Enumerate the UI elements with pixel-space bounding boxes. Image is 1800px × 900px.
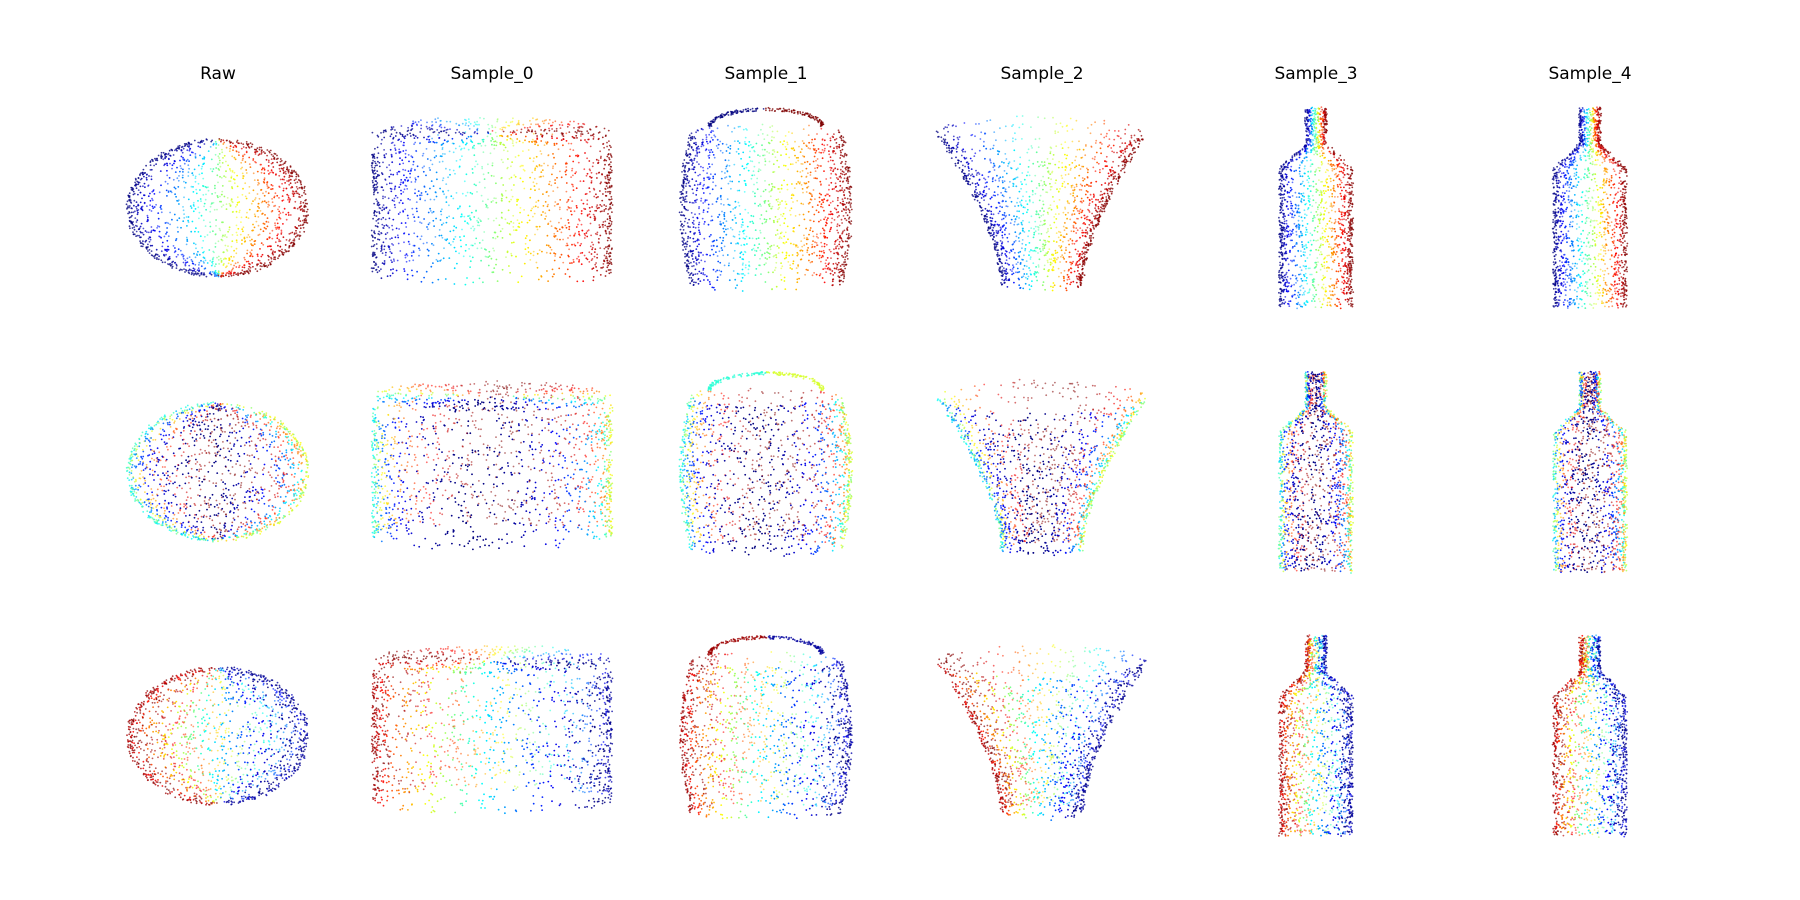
point-cloud-panel-r2-c1: [370, 645, 614, 815]
point-cloud: [936, 378, 1146, 557]
point-cloud-panel-r1-c5: [1551, 370, 1629, 574]
point-cloud: [1551, 370, 1629, 574]
point-cloud: [679, 635, 854, 820]
column-title-sample-1: Sample_1: [646, 64, 886, 84]
point-cloud: [678, 371, 854, 557]
point-cloud: [678, 106, 853, 292]
point-cloud-panel-r1-c2: [678, 371, 854, 557]
point-cloud-panel-r2-c3: [937, 644, 1147, 821]
column-title-sample-3: Sample_3: [1196, 64, 1436, 84]
point-cloud: [1551, 634, 1629, 838]
point-cloud-panel-r0-c4: [1277, 106, 1355, 310]
point-cloud-panel-r1-c4: [1277, 371, 1355, 574]
column-title-sample-2: Sample_2: [922, 64, 1162, 84]
point-cloud-panel-r0-c5: [1551, 106, 1629, 309]
point-cloud: [937, 644, 1147, 821]
point-cloud-panel-r0-c0: [125, 138, 309, 278]
column-title-sample-4: Sample_4: [1470, 64, 1710, 84]
point-cloud: [1551, 106, 1629, 309]
point-cloud: [935, 115, 1144, 292]
point-cloud-panel-r2-c2: [679, 635, 854, 820]
point-cloud-panel-r0-c3: [935, 115, 1144, 292]
point-cloud-panel-r2-c4: [1277, 634, 1355, 837]
point-cloud: [125, 401, 310, 543]
point-cloud: [370, 117, 614, 286]
point-cloud: [125, 138, 309, 278]
column-title-raw: Raw: [98, 64, 338, 84]
point-cloud: [370, 645, 614, 815]
point-cloud-panel-r2-c5: [1551, 634, 1629, 838]
point-cloud-panel-r2-c0: [126, 666, 309, 806]
point-cloud: [1277, 371, 1355, 574]
point-cloud: [1277, 634, 1355, 837]
point-cloud-panel-r0-c1: [370, 117, 614, 286]
point-cloud: [126, 666, 309, 806]
point-cloud-panel-r1-c0: [125, 401, 310, 543]
column-title-sample-0: Sample_0: [372, 64, 612, 84]
point-cloud-panel-r1-c1: [370, 380, 614, 551]
point-cloud: [370, 380, 614, 551]
point-cloud: [1277, 106, 1355, 310]
point-cloud-panel-r1-c3: [936, 378, 1146, 557]
point-cloud-panel-r0-c2: [678, 106, 853, 292]
